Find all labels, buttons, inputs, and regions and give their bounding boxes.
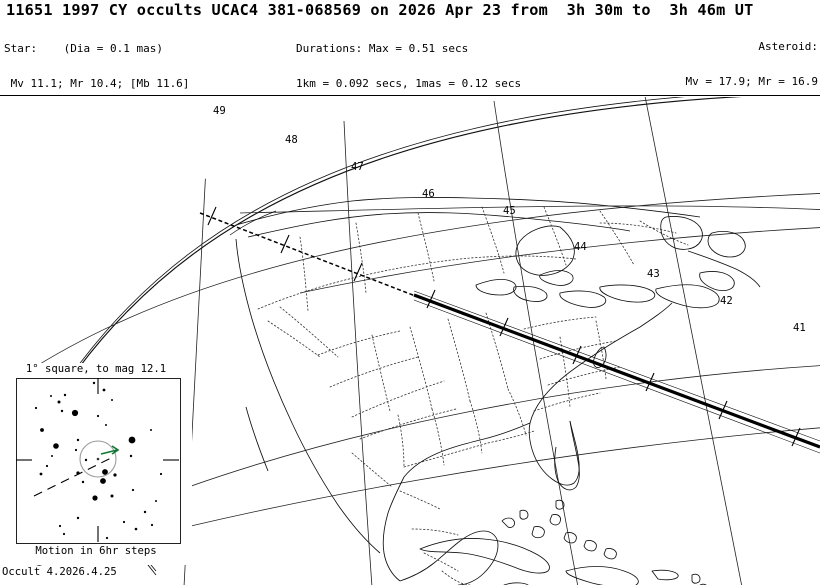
star-dot	[102, 388, 106, 392]
star-dot	[45, 464, 49, 468]
star-dot	[96, 414, 100, 418]
star-dot	[150, 429, 152, 431]
star-dot	[39, 472, 43, 476]
star-dot	[76, 516, 80, 520]
path-label-42: 42	[720, 295, 733, 307]
page-title: 11651 1997 CY occults UCAC4 381-068569 o…	[6, 1, 754, 19]
header-divider	[0, 95, 820, 96]
star-dot	[71, 409, 79, 417]
duration-scale: 1km = 0.092 secs, 1mas = 0.12 secs	[296, 76, 522, 90]
star-dot	[105, 424, 107, 426]
star-dot	[53, 443, 59, 449]
star-dot	[34, 406, 38, 410]
star-heading: Star: (Dia = 0.1 mas)	[4, 42, 163, 56]
star-dot	[143, 510, 147, 514]
inset-svg	[16, 378, 179, 542]
reticle-ticks	[16, 378, 179, 542]
coastline-north-america	[121, 197, 761, 585]
map-contents	[0, 97, 820, 585]
graticule-meridians	[183, 97, 743, 585]
star-dot	[159, 472, 163, 476]
occultation-path[interactable]	[199, 212, 820, 454]
path-label-45: 45	[503, 205, 516, 217]
path-label-48: 48	[285, 134, 298, 146]
coastline-caribbean	[419, 499, 709, 585]
footer-version: Occult 4.2026.4.25	[2, 566, 120, 578]
star-dot	[129, 454, 133, 458]
star-dot	[58, 524, 62, 528]
path-label-44: 44	[574, 241, 587, 253]
target-star-dot	[96, 457, 100, 461]
asteroid-magnitudes: Mv = 17.9; Mr = 16.9	[685, 74, 818, 88]
star-dot	[63, 393, 67, 397]
star-dot	[92, 495, 98, 501]
path-label-43: 43	[647, 268, 660, 280]
path-center-line	[413, 293, 820, 449]
path-label-47: 47	[351, 161, 364, 173]
star-dot	[131, 488, 135, 492]
path-dashed-segment	[199, 212, 419, 298]
star-dot	[100, 478, 106, 484]
star-dot	[60, 409, 64, 413]
star-dot	[57, 400, 61, 404]
star-dot	[50, 395, 52, 397]
star-dot	[110, 494, 114, 498]
star-dot	[134, 527, 138, 531]
asteroid-heading: Asteroid:	[758, 40, 818, 54]
star-dot	[92, 381, 96, 385]
uncertainty-circle	[79, 440, 117, 478]
star-dot	[150, 523, 154, 527]
star-field-inset[interactable]: 1° square, to mag 12.1	[0, 363, 192, 565]
star-dot	[81, 480, 85, 484]
star-magnitudes: Mv 11.1; Mr 10.4; [Mb 11.6]	[4, 76, 190, 90]
star-dot	[74, 448, 78, 452]
inset-title: 1° square, to mag 12.1	[25, 363, 167, 375]
header-panel: 11651 1997 CY occults UCAC4 381-068569 o…	[0, 0, 820, 263]
star-dot	[102, 469, 108, 475]
star-dot	[76, 438, 80, 442]
duration-max: Durations: Max = 0.51 secs	[296, 42, 469, 56]
star-dot	[155, 500, 157, 502]
star-dots	[34, 381, 163, 540]
path-south-limit	[413, 299, 820, 454]
star-dot	[84, 458, 88, 462]
path-label-46: 46	[422, 188, 435, 200]
star-dot	[111, 399, 113, 401]
path-north-limit	[413, 290, 820, 442]
star-dot	[113, 473, 117, 477]
path-label-41: 41	[793, 322, 806, 334]
path-label-49: 49	[213, 105, 226, 117]
star-dot	[62, 532, 66, 536]
path-time-ticks	[207, 206, 801, 447]
inset-caption: Motion in 6hr steps	[35, 545, 157, 557]
star-dot	[122, 520, 126, 524]
star-dot	[40, 428, 44, 432]
star-dot	[51, 455, 53, 457]
path-time-labels: 49 48 47 46 45 44 43 42 41	[213, 105, 806, 334]
star-dot	[105, 536, 109, 540]
motion-arrow-icon	[100, 445, 120, 455]
star-dot	[128, 436, 136, 444]
political-borders	[257, 206, 689, 585]
